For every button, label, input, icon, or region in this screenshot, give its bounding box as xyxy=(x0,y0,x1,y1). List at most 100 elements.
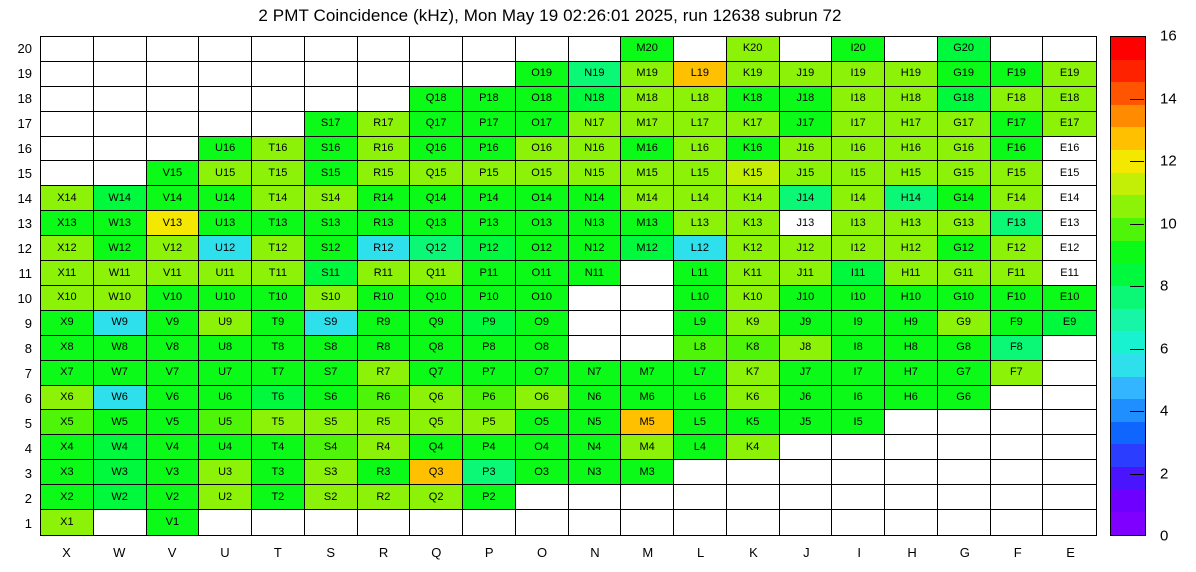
heatmap-cell-V4[interactable]: V4 xyxy=(146,435,200,461)
heatmap-cell-P7[interactable]: P7 xyxy=(463,360,516,386)
heatmap-cell-H9[interactable]: H9 xyxy=(885,310,938,336)
heatmap-cell-X10[interactable]: X10 xyxy=(41,285,94,311)
heatmap-cell-T4[interactable]: T4 xyxy=(252,435,305,461)
heatmap-cell-I6[interactable]: I6 xyxy=(832,385,885,411)
heatmap-cell-S18[interactable] xyxy=(304,86,358,112)
heatmap-cell-S9[interactable]: S9 xyxy=(304,310,358,336)
heatmap-cell-T15[interactable]: T15 xyxy=(252,161,305,187)
heatmap-cell-S13[interactable]: S13 xyxy=(304,211,358,237)
heatmap-cell-U8[interactable]: U8 xyxy=(199,335,252,361)
heatmap-cell-W1[interactable] xyxy=(93,510,147,535)
heatmap-cell-H8[interactable]: H8 xyxy=(885,335,938,361)
heatmap-cell-W12[interactable]: W12 xyxy=(93,236,147,262)
heatmap-cell-Q13[interactable]: Q13 xyxy=(410,211,463,237)
heatmap-cell-O11[interactable]: O11 xyxy=(515,261,569,286)
heatmap-cell-H2[interactable] xyxy=(885,485,938,511)
heatmap-cell-L17[interactable]: L17 xyxy=(674,111,727,137)
heatmap-cell-K11[interactable]: K11 xyxy=(726,261,780,286)
heatmap-cell-I2[interactable] xyxy=(832,485,885,511)
heatmap-cell-X19[interactable] xyxy=(41,61,94,87)
heatmap-cell-F3[interactable] xyxy=(990,460,1044,486)
heatmap-cell-F2[interactable] xyxy=(990,485,1044,511)
heatmap-cell-U20[interactable] xyxy=(199,37,252,62)
heatmap-cell-G13[interactable]: G13 xyxy=(937,211,991,237)
heatmap-cell-O6[interactable]: O6 xyxy=(515,385,569,411)
heatmap-cell-U9[interactable]: U9 xyxy=(199,310,252,336)
heatmap-cell-K14[interactable]: K14 xyxy=(726,186,780,212)
heatmap-cell-X3[interactable]: X3 xyxy=(41,460,94,486)
heatmap-cell-O7[interactable]: O7 xyxy=(515,360,569,386)
heatmap-cell-T16[interactable]: T16 xyxy=(252,136,305,162)
heatmap-cell-G17[interactable]: G17 xyxy=(937,111,991,137)
heatmap-cell-U17[interactable] xyxy=(199,111,252,137)
heatmap-cell-T14[interactable]: T14 xyxy=(252,186,305,212)
heatmap-cell-F16[interactable]: F16 xyxy=(990,136,1044,162)
heatmap-cell-W7[interactable]: W7 xyxy=(93,360,147,386)
heatmap-cell-F7[interactable]: F7 xyxy=(990,360,1044,386)
heatmap-cell-I12[interactable]: I12 xyxy=(832,236,885,262)
heatmap-cell-H16[interactable]: H16 xyxy=(885,136,938,162)
heatmap-cell-L7[interactable]: L7 xyxy=(674,360,727,386)
heatmap-cell-U19[interactable] xyxy=(199,61,252,87)
heatmap-cell-T12[interactable]: T12 xyxy=(252,236,305,262)
heatmap-cell-X1[interactable]: X1 xyxy=(41,510,94,535)
heatmap-cell-T1[interactable] xyxy=(252,510,305,535)
heatmap-cell-X13[interactable]: X13 xyxy=(41,211,94,237)
heatmap-cell-H10[interactable]: H10 xyxy=(885,285,938,311)
heatmap-cell-H17[interactable]: H17 xyxy=(885,111,938,137)
heatmap-cell-P6[interactable]: P6 xyxy=(463,385,516,411)
heatmap-cell-G16[interactable]: G16 xyxy=(937,136,991,162)
heatmap-cell-N10[interactable] xyxy=(568,285,622,311)
heatmap-cell-E3[interactable] xyxy=(1043,460,1096,486)
heatmap-cell-H6[interactable]: H6 xyxy=(885,385,938,411)
heatmap-cell-O16[interactable]: O16 xyxy=(515,136,569,162)
heatmap-cell-M3[interactable]: M3 xyxy=(621,460,674,486)
heatmap-cell-E7[interactable] xyxy=(1043,360,1096,386)
heatmap-cell-N9[interactable] xyxy=(568,310,622,336)
heatmap-cell-G4[interactable] xyxy=(937,435,991,461)
heatmap-cell-N15[interactable]: N15 xyxy=(568,161,622,187)
heatmap-cell-R14[interactable]: R14 xyxy=(357,186,411,212)
heatmap-cell-G8[interactable]: G8 xyxy=(937,335,991,361)
heatmap-cell-S2[interactable]: S2 xyxy=(304,485,358,511)
heatmap-cell-F18[interactable]: F18 xyxy=(990,86,1044,112)
heatmap-cell-I16[interactable]: I16 xyxy=(832,136,885,162)
heatmap-cell-L5[interactable]: L5 xyxy=(674,410,727,436)
heatmap-cell-R8[interactable]: R8 xyxy=(357,335,411,361)
heatmap-cell-K18[interactable]: K18 xyxy=(726,86,780,112)
heatmap-cell-S1[interactable] xyxy=(304,510,358,535)
heatmap-cell-E1[interactable] xyxy=(1043,510,1096,535)
heatmap-cell-M19[interactable]: M19 xyxy=(621,61,674,87)
heatmap-cell-H4[interactable] xyxy=(885,435,938,461)
heatmap-cell-R1[interactable] xyxy=(357,510,411,535)
heatmap-cell-T5[interactable]: T5 xyxy=(252,410,305,436)
heatmap-cell-P14[interactable]: P14 xyxy=(463,186,516,212)
heatmap-cell-N6[interactable]: N6 xyxy=(568,385,622,411)
heatmap-cell-T10[interactable]: T10 xyxy=(252,285,305,311)
heatmap-cell-I8[interactable]: I8 xyxy=(832,335,885,361)
heatmap-cell-S11[interactable]: S11 xyxy=(304,261,358,286)
heatmap-cell-Q4[interactable]: Q4 xyxy=(410,435,463,461)
heatmap-cell-L18[interactable]: L18 xyxy=(674,86,727,112)
heatmap-cell-K10[interactable]: K10 xyxy=(726,285,780,311)
heatmap-cell-I7[interactable]: I7 xyxy=(832,360,885,386)
heatmap-cell-K17[interactable]: K17 xyxy=(726,111,780,137)
heatmap-cell-M18[interactable]: M18 xyxy=(621,86,674,112)
heatmap-cell-N7[interactable]: N7 xyxy=(568,360,622,386)
heatmap-cell-U16[interactable]: U16 xyxy=(199,136,252,162)
heatmap-cell-X11[interactable]: X11 xyxy=(41,261,94,286)
heatmap-cell-Q16[interactable]: Q16 xyxy=(410,136,463,162)
heatmap-cell-R4[interactable]: R4 xyxy=(357,435,411,461)
heatmap-cell-J17[interactable]: J17 xyxy=(779,111,833,137)
heatmap-cell-M7[interactable]: M7 xyxy=(621,360,674,386)
heatmap-cell-J4[interactable] xyxy=(779,435,833,461)
heatmap-cell-S10[interactable]: S10 xyxy=(304,285,358,311)
heatmap-cell-L9[interactable]: L9 xyxy=(674,310,727,336)
heatmap-cell-J15[interactable]: J15 xyxy=(779,161,833,187)
heatmap-cell-W14[interactable]: W14 xyxy=(93,186,147,212)
heatmap-cell-I18[interactable]: I18 xyxy=(832,86,885,112)
heatmap-cell-G18[interactable]: G18 xyxy=(937,86,991,112)
heatmap-cell-T8[interactable]: T8 xyxy=(252,335,305,361)
heatmap-cell-Q12[interactable]: Q12 xyxy=(410,236,463,262)
heatmap-cell-N8[interactable] xyxy=(568,335,622,361)
